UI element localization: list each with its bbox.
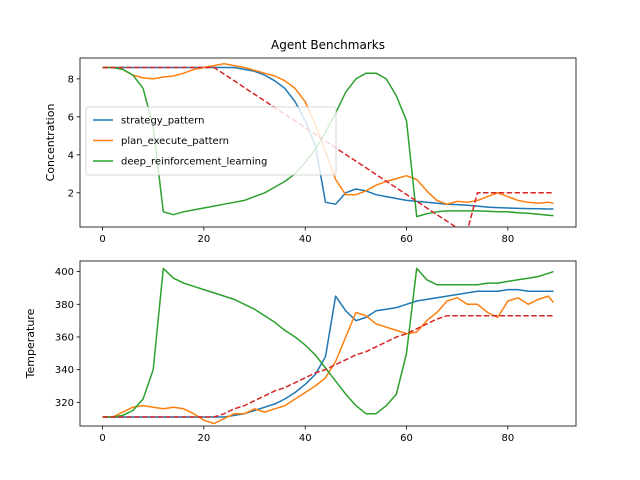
legend-label-strategy_pattern: strategy_pattern — [121, 116, 204, 127]
x-tick-label-bottom: 80 — [501, 433, 514, 444]
y-tick-label-bottom: 340 — [55, 365, 74, 376]
x-tick-label-top: 80 — [501, 234, 514, 245]
legend-label-plan_execute_pattern: plan_execute_pattern — [121, 136, 229, 147]
series-line-top-dashed-reference — [102, 66, 554, 227]
subplot-top: 0 20 40 60 80 2 4 6 8 Concentration strategy_pat… — [44, 57, 577, 245]
legend-frame — [85, 106, 337, 176]
series-line-bottom-plan_execute_pattern — [102, 295, 555, 425]
x-tick-label-top: 40 — [299, 234, 312, 245]
y-tick-label-top: 4 — [68, 150, 74, 161]
y-tick-label-top: 8 — [68, 74, 74, 85]
y-tick-label-top: 2 — [68, 188, 74, 199]
y-tick-label-bottom: 380 — [55, 300, 74, 311]
x-tick-label-top: 0 — [99, 234, 105, 245]
ticks-top: 0 20 40 60 80 2 4 6 8 — [68, 74, 515, 245]
chart-title: Agent Benchmarks — [271, 38, 385, 52]
y-axis-label-bottom: Temperature — [24, 308, 37, 379]
x-tick-label-top: 60 — [400, 234, 413, 245]
subplot-bottom: 0 20 40 60 80 320 340 360 380 400 Temperature — [24, 260, 577, 444]
series-group-bottom — [102, 267, 555, 425]
x-tick-label-bottom: 60 — [400, 433, 413, 444]
legend: strategy_pattern plan_execute_patterndeep… — [85, 106, 337, 176]
x-tick-label-bottom: 40 — [299, 433, 312, 444]
y-axis-label-top: Concentration — [44, 104, 57, 182]
ticks-bottom: 0 20 40 60 80 320 340 360 380 400 — [55, 267, 514, 444]
x-tick-label-bottom: 0 — [99, 433, 105, 444]
series-line-bottom-dashed-reference — [102, 314, 554, 418]
legend-label-deep_reinforcement_learning: deep_reinforcement_learning — [121, 157, 267, 168]
y-tick-label-bottom: 320 — [55, 398, 74, 409]
y-tick-label-bottom: 400 — [55, 267, 74, 278]
y-tick-label-bottom: 360 — [55, 333, 74, 344]
y-tick-label-top: 6 — [68, 112, 74, 123]
x-tick-label-bottom: 20 — [198, 433, 211, 444]
series-line-bottom-deep_reinforcement_learning — [102, 267, 554, 418]
x-tick-label-top: 20 — [198, 234, 211, 245]
